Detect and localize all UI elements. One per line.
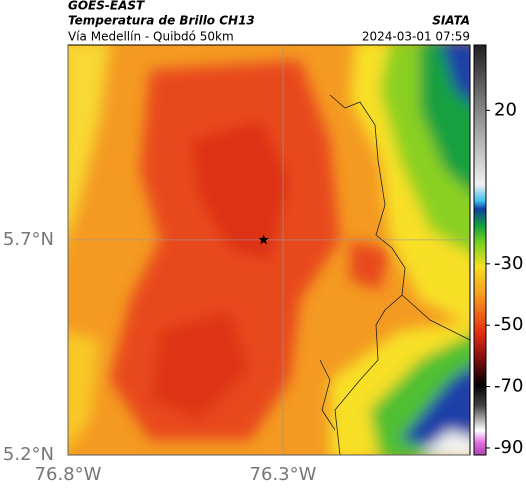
x-tick-label: 76.3°W [250,464,317,485]
colorbar-tick-label: -30 [494,253,523,274]
y-tick-label: 5.7°N [3,229,54,250]
y-tick-label: 5.2°N [3,444,54,465]
colorbar-tick-label: -90 [494,437,523,458]
subtitle: Vía Medellín - Quibdó 50km [68,30,234,44]
x-tick-label: 76.8°W [35,464,102,485]
colorbar [473,44,487,456]
datetime: 2024-03-01 07:59 [362,30,470,44]
colorbar-tick-label: -70 [494,376,523,397]
brand: SIATA [432,14,470,28]
colorbar-tick-label: -50 [494,314,523,335]
title: Temperatura de Brillo CH13 [68,14,255,28]
satellite: GOES-EAST [68,0,145,13]
colorbar-tick-label: 20 [494,99,517,120]
location-marker [258,234,269,245]
brightness-image [68,45,470,455]
